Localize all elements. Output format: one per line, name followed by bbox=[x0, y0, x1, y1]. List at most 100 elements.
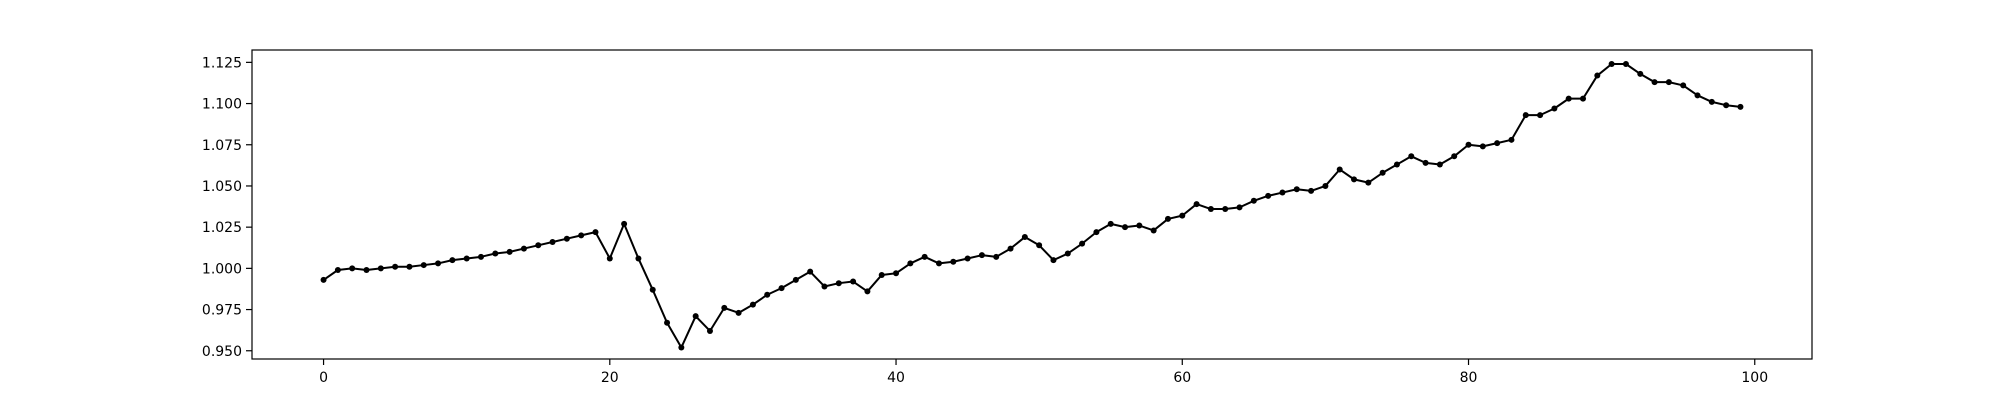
data-point bbox=[1250, 197, 1257, 204]
data-point bbox=[1537, 112, 1544, 119]
data-point bbox=[993, 253, 1000, 260]
data-point bbox=[1565, 95, 1572, 102]
data-point bbox=[592, 229, 599, 236]
data-point bbox=[1079, 240, 1086, 247]
data-point bbox=[1379, 169, 1386, 176]
data-point bbox=[1608, 61, 1615, 68]
data-point bbox=[1408, 153, 1415, 160]
y-tick-label: 0.975 bbox=[202, 303, 242, 319]
data-point bbox=[435, 260, 442, 267]
data-point bbox=[1580, 95, 1587, 102]
data-point bbox=[392, 263, 399, 270]
data-point bbox=[1179, 212, 1186, 219]
data-point bbox=[706, 327, 713, 334]
data-point bbox=[1351, 176, 1358, 183]
data-point bbox=[1708, 98, 1715, 105]
data-point bbox=[1207, 206, 1214, 213]
data-point bbox=[1222, 206, 1229, 213]
data-point bbox=[850, 278, 857, 285]
data-point bbox=[635, 255, 642, 262]
x-tick-label: 80 bbox=[1460, 370, 1478, 386]
data-point bbox=[1723, 102, 1730, 109]
y-tick-label: 1.125 bbox=[202, 55, 242, 71]
data-point bbox=[878, 271, 885, 278]
data-point bbox=[1436, 161, 1443, 168]
data-point bbox=[1637, 70, 1644, 77]
data-point bbox=[320, 276, 327, 283]
data-point bbox=[1021, 234, 1028, 241]
data-point bbox=[864, 288, 871, 295]
data-point bbox=[334, 267, 341, 274]
data-point bbox=[664, 319, 671, 326]
data-point bbox=[1522, 112, 1529, 119]
data-point bbox=[1651, 79, 1658, 86]
x-tick-label: 100 bbox=[1741, 370, 1768, 386]
data-point bbox=[893, 270, 900, 277]
series-layer bbox=[320, 61, 1744, 351]
y-tick-label: 1.000 bbox=[202, 261, 242, 277]
data-point bbox=[921, 253, 928, 260]
data-point bbox=[363, 267, 370, 274]
data-point bbox=[1680, 82, 1687, 89]
data-point bbox=[1122, 224, 1129, 231]
data-point bbox=[721, 304, 728, 311]
data-point bbox=[1422, 159, 1429, 166]
data-point bbox=[549, 238, 556, 245]
data-point bbox=[1093, 229, 1100, 236]
data-point bbox=[1308, 187, 1315, 194]
data-point bbox=[477, 253, 484, 260]
y-tick-label: 1.100 bbox=[202, 97, 242, 113]
data-point bbox=[406, 263, 413, 270]
data-point bbox=[1465, 141, 1472, 148]
data-point bbox=[535, 242, 542, 249]
data-point bbox=[621, 220, 628, 227]
plot-frame bbox=[251, 49, 1813, 360]
data-point bbox=[1737, 103, 1744, 110]
y-tick-label: 1.025 bbox=[202, 220, 242, 236]
data-point bbox=[1193, 201, 1200, 208]
data-point bbox=[449, 257, 456, 264]
data-point bbox=[506, 248, 513, 255]
data-point bbox=[1622, 61, 1629, 68]
data-point bbox=[1393, 161, 1400, 168]
data-point bbox=[377, 265, 384, 272]
x-tick-label: 60 bbox=[1173, 370, 1191, 386]
data-point bbox=[1365, 179, 1372, 186]
data-point bbox=[1479, 143, 1486, 150]
data-point bbox=[492, 250, 499, 257]
data-point bbox=[649, 286, 656, 293]
data-point bbox=[807, 268, 814, 275]
data-point bbox=[950, 258, 957, 265]
data-point bbox=[420, 262, 427, 269]
data-point bbox=[835, 280, 842, 287]
y-tick-label: 1.075 bbox=[202, 138, 242, 154]
data-point bbox=[1508, 136, 1515, 143]
data-point bbox=[907, 260, 914, 267]
data-point bbox=[1336, 166, 1343, 173]
data-point bbox=[749, 301, 756, 308]
data-point bbox=[821, 283, 828, 290]
data-point bbox=[964, 255, 971, 262]
data-point bbox=[1050, 257, 1057, 264]
data-point bbox=[735, 309, 742, 316]
data-point bbox=[935, 260, 942, 267]
data-point bbox=[764, 291, 771, 298]
data-point bbox=[1007, 245, 1014, 252]
data-point bbox=[692, 313, 699, 320]
y-axis: 0.950 0.975 1.000 1.025 1.050 1.075 1.100 1.125 bbox=[202, 55, 252, 360]
data-point bbox=[1594, 72, 1601, 79]
y-tick-label: 0.950 bbox=[202, 344, 242, 360]
data-point bbox=[1150, 227, 1157, 234]
data-point bbox=[792, 276, 799, 283]
data-point bbox=[1036, 242, 1043, 249]
data-point bbox=[1451, 153, 1458, 160]
data-point bbox=[1236, 204, 1243, 211]
data-point bbox=[978, 252, 985, 259]
data-point bbox=[1136, 222, 1143, 229]
x-axis: 0 20 40 60 80 100 bbox=[319, 359, 1768, 386]
data-point bbox=[463, 255, 470, 262]
data-point bbox=[1665, 79, 1672, 86]
data-point bbox=[1107, 220, 1114, 227]
